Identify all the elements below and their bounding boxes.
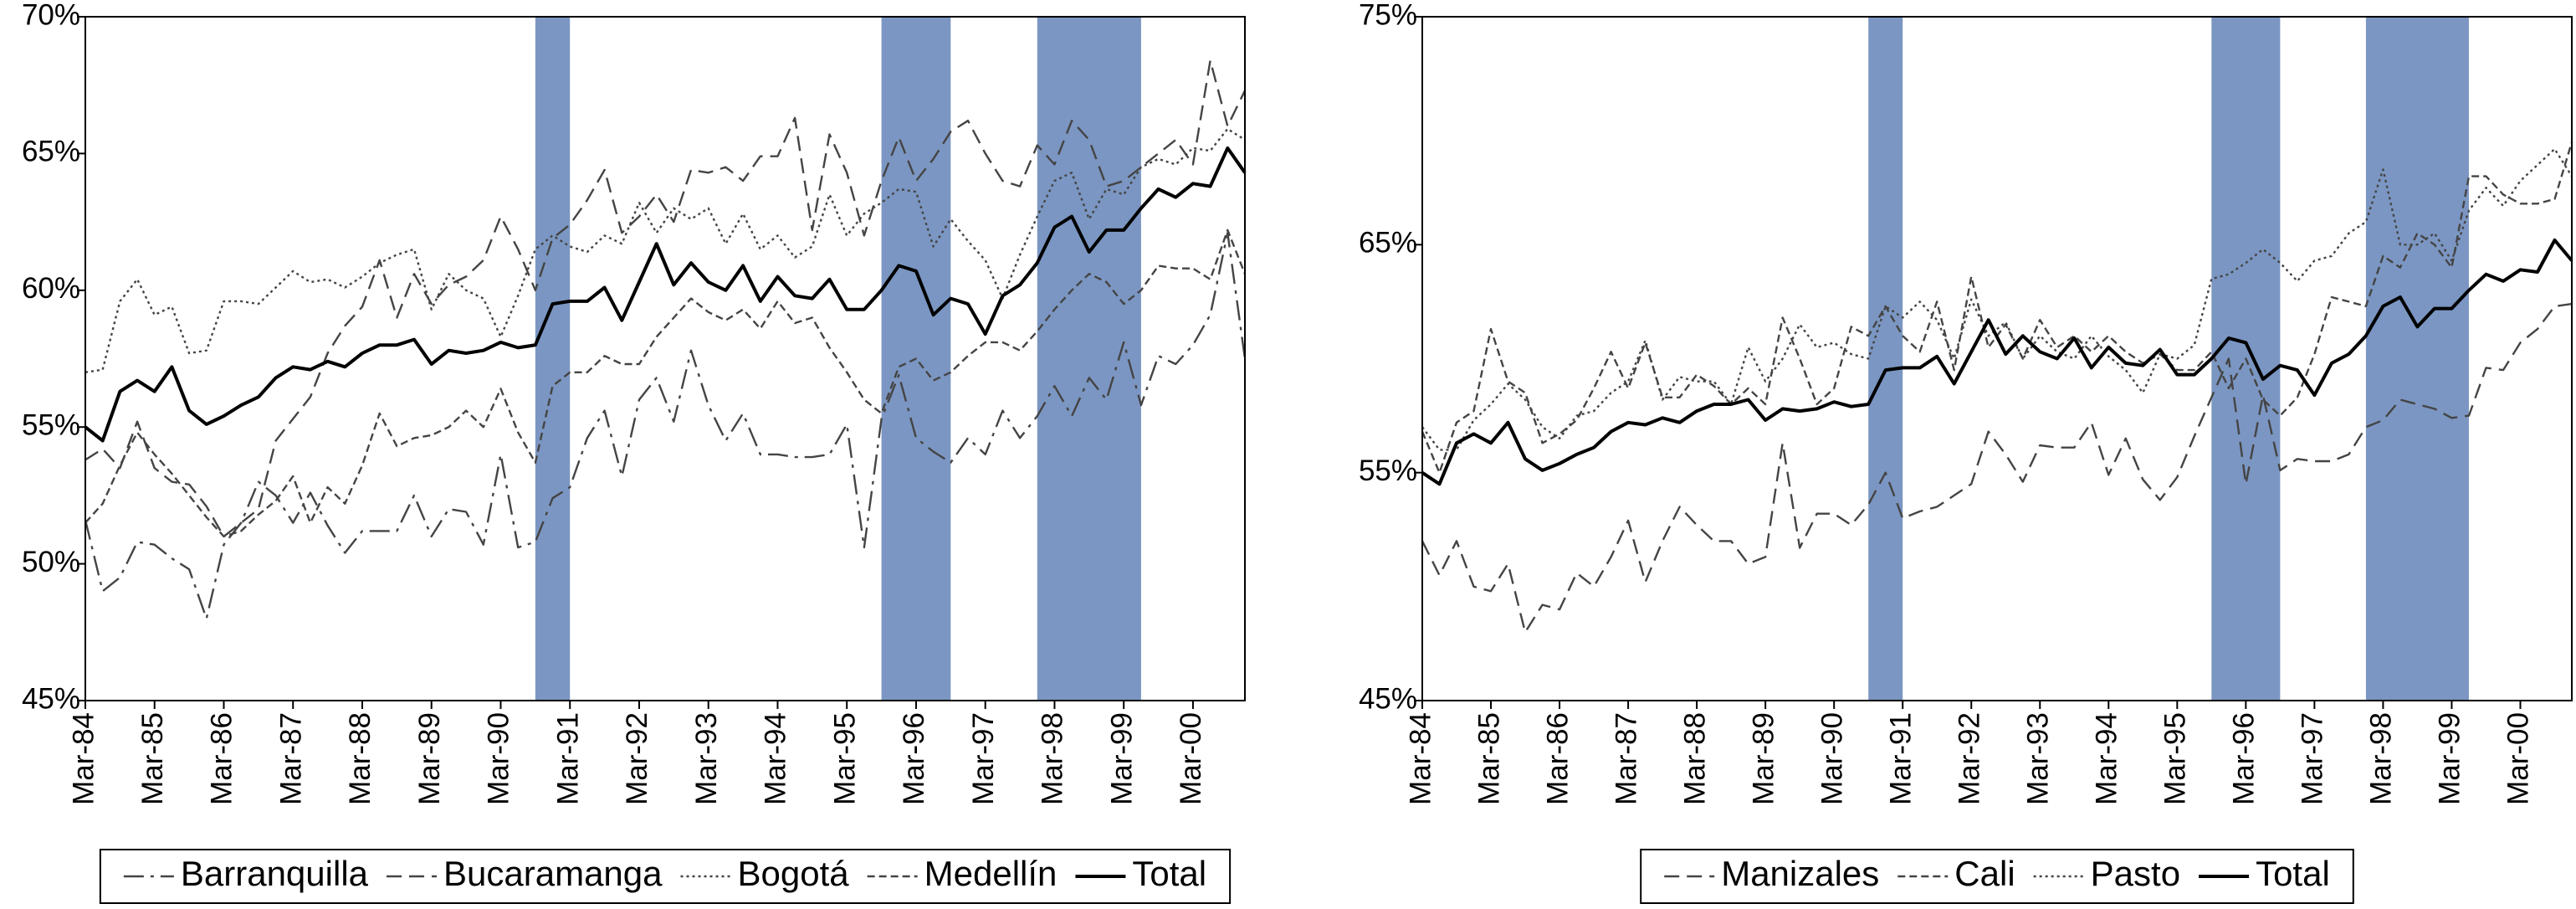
x-tick-label: Mar-92 xyxy=(621,712,653,805)
x-tick-label: Mar-98 xyxy=(1037,712,1069,805)
x-tick-label: Mar-87 xyxy=(1610,712,1642,805)
x-tick-label: Mar-94 xyxy=(760,712,792,805)
x-tick-label: Mar-90 xyxy=(1815,712,1848,805)
x-tick-label: Mar-89 xyxy=(413,712,446,805)
series-line xyxy=(1421,147,2573,451)
legend-box xyxy=(99,849,1232,904)
x-tick-label: Mar-92 xyxy=(1953,712,1985,805)
shaded-period xyxy=(535,17,571,701)
x-tick-label: Mar-85 xyxy=(136,712,169,805)
legend-label: Medellín xyxy=(924,854,1058,893)
x-tick-label: Mar-89 xyxy=(1747,712,1780,805)
legend-label: Total xyxy=(2256,854,2330,893)
shaded-period xyxy=(1868,17,1903,701)
x-tick-label: Mar-84 xyxy=(67,712,100,805)
series-line xyxy=(85,59,1247,538)
x-tick-label: Mar-86 xyxy=(206,712,238,805)
legend: Barranquilla Bucaramanga Bogotá Medellín Tot… xyxy=(123,854,1206,893)
y-tick-label: 75% xyxy=(1359,0,1417,31)
x-tick-label: Mar-97 xyxy=(967,712,1000,805)
plot-frame xyxy=(85,16,1246,701)
x-tick-label: Mar-00 xyxy=(2502,712,2535,805)
series-line xyxy=(85,229,1247,538)
legend: Manizales Cali Pasto Total xyxy=(1664,854,2330,893)
x-tick-label: Mar-96 xyxy=(898,712,930,805)
x-tick-label: Mar-94 xyxy=(2091,712,2123,805)
y-tick-label: 70% xyxy=(22,0,80,31)
x-tick-label: Mar-00 xyxy=(1175,712,1207,805)
legend-label: Pasto xyxy=(2091,854,2180,893)
legend-label: Barranquilla xyxy=(181,854,369,893)
x-tick-label: Mar-95 xyxy=(2159,712,2192,805)
y-tick-label: 65% xyxy=(1359,227,1417,259)
legend-label: Cali xyxy=(1954,854,2015,893)
x-tick-label: Mar-90 xyxy=(483,712,515,805)
x-tick-label: Mar-99 xyxy=(1105,712,1138,805)
x-tick-label: Mar-91 xyxy=(551,712,584,805)
shaded-period xyxy=(2365,17,2469,701)
legend-label: Bogotá xyxy=(738,854,850,893)
y-tick-label: 55% xyxy=(22,408,80,441)
x-tick-label: Mar-86 xyxy=(1541,712,1574,805)
y-tick-label: 60% xyxy=(22,272,80,305)
x-tick-label: Mar-91 xyxy=(1884,712,1917,805)
legend-label: Bucaramanga xyxy=(443,854,663,893)
series-line xyxy=(84,146,1247,443)
x-tick-label: Mar-84 xyxy=(1404,712,1437,805)
shaded-period xyxy=(1037,17,1141,701)
legend-box xyxy=(1640,849,2354,904)
x-tick-label: Mar-85 xyxy=(1472,712,1505,805)
x-tick-label: Mar-93 xyxy=(690,712,723,805)
x-tick-label: Mar-99 xyxy=(2434,712,2466,805)
series-line xyxy=(1421,238,2573,486)
legend-label: Total xyxy=(1132,854,1206,893)
y-tick-label: 50% xyxy=(22,546,80,578)
y-tick-label: 65% xyxy=(22,136,80,168)
series-line xyxy=(1421,302,2573,634)
x-tick-label: Mar-87 xyxy=(274,712,307,805)
y-tick-label: 55% xyxy=(1359,454,1417,487)
x-tick-label: Mar-97 xyxy=(2297,712,2329,805)
legend-label: Manizales xyxy=(1721,854,1879,893)
y-tick-label: 45% xyxy=(22,682,80,715)
x-tick-label: Mar-88 xyxy=(1678,712,1711,805)
x-tick-label: Mar-98 xyxy=(2365,712,2398,805)
x-tick-label: Mar-95 xyxy=(828,712,861,805)
x-tick-label: Mar-96 xyxy=(2228,712,2261,805)
y-tick-label: 45% xyxy=(1359,682,1417,715)
plot-frame xyxy=(1421,16,2573,701)
series-line xyxy=(84,232,1247,620)
x-tick-label: Mar-88 xyxy=(344,712,376,805)
x-tick-label: Mar-93 xyxy=(2022,712,2055,805)
